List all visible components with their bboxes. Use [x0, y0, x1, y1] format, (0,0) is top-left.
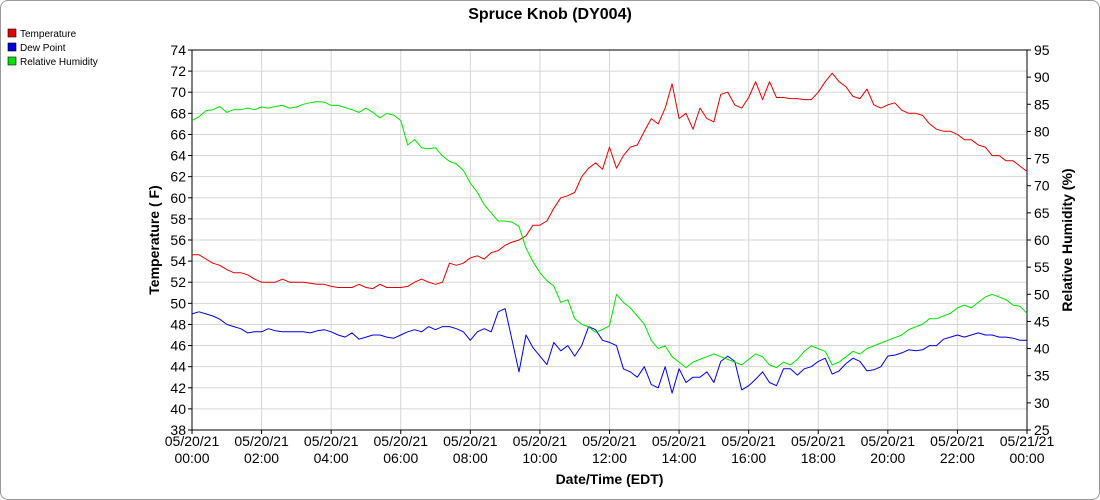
x-tick-date: 05/21/21 [1000, 433, 1055, 449]
y2-tick-label: 30 [1034, 395, 1050, 411]
x-tick-time: 12:00 [592, 450, 627, 466]
y2-tick-label: 70 [1034, 178, 1050, 194]
legend-label-relative-humidity: Relative Humidity [20, 57, 98, 68]
x-tick-date: 05/20/21 [513, 433, 568, 449]
y2-tick-label: 65 [1034, 205, 1050, 221]
y2-tick-label: 40 [1034, 341, 1050, 357]
legend-swatch-relative-humidity [7, 56, 17, 66]
y-tick-label: 72 [170, 63, 186, 79]
y2-tick-label: 85 [1034, 96, 1050, 112]
y-tick-label: 66 [170, 126, 186, 142]
y-tick-label: 70 [170, 84, 186, 100]
y-tick-label: 58 [170, 211, 186, 227]
legend-swatch-temperature [7, 28, 17, 38]
y-axis-title: Temperature ( F) [146, 185, 162, 294]
y-tick-label: 60 [170, 190, 186, 206]
x-axis: 05/20/2100:0005/20/2102:0005/20/2104:000… [165, 430, 1055, 466]
x-tick-date: 05/20/21 [652, 433, 707, 449]
legend-label-temperature: Temperature [20, 29, 77, 40]
series-line-dew-point [191, 308, 1027, 394]
x-tick-time: 14:00 [662, 450, 697, 466]
x-tick-time: 22:00 [940, 450, 975, 466]
y-tick-label: 54 [170, 253, 186, 269]
legend: Temperature Dew Point Relative Humidity [7, 28, 98, 68]
legend-label-dew-point: Dew Point [20, 43, 66, 54]
y-tick-label: 46 [170, 338, 186, 354]
x-tick-time: 08:00 [453, 450, 488, 466]
series-line-temperature [192, 72, 1028, 290]
y2-tick-label: 75 [1034, 151, 1050, 167]
y-tick-label: 62 [170, 169, 186, 185]
x-tick-time: 16:00 [731, 450, 766, 466]
y-tick-label: 44 [170, 359, 186, 375]
y2-tick-label: 25 [1034, 422, 1050, 438]
y2-tick-label: 55 [1034, 259, 1050, 275]
chart-title: Spruce Knob (DY004) [468, 6, 632, 23]
y-axis-right: 25 30 35 40 45 50 55 60 65 70 75 80 85 90 95 [1027, 42, 1050, 438]
series-line-relative-humidity [191, 101, 1028, 369]
x-tick-time: 02:00 [244, 450, 279, 466]
y-tick-label: 68 [170, 105, 186, 121]
x-tick-date: 05/20/21 [234, 433, 289, 449]
x-tick-date: 05/20/21 [443, 433, 498, 449]
y-tick-label: 50 [170, 295, 186, 311]
x-tick-date: 05/20/21 [791, 433, 846, 449]
grid [191, 49, 1028, 431]
y2-axis-title: Relative Humidity (%) [1059, 168, 1075, 311]
x-tick-time: 20:00 [870, 450, 905, 466]
x-tick-date: 05/20/21 [165, 433, 220, 449]
x-tick-time: 10:00 [522, 450, 557, 466]
y2-tick-label: 60 [1034, 232, 1050, 248]
x-tick-date: 05/20/21 [861, 433, 916, 449]
y-tick-label: 52 [170, 274, 186, 290]
x-axis-title: Date/Time (EDT) [556, 471, 664, 487]
x-tick-time: 06:00 [383, 450, 418, 466]
y-tick-label: 40 [170, 401, 186, 417]
y-axis-left: 38 40 42 44 46 48 50 52 54 56 58 60 62 64 66 68 70 72 74 [170, 42, 192, 438]
x-tick-time: 00:00 [174, 450, 209, 466]
y-tick-label: 64 [170, 148, 186, 164]
y-tick-label: 74 [170, 42, 186, 58]
y2-tick-label: 45 [1034, 313, 1050, 329]
y2-tick-label: 50 [1034, 286, 1050, 302]
x-tick-date: 05/20/21 [304, 433, 359, 449]
x-tick-date: 05/20/21 [582, 433, 637, 449]
series-layer [191, 72, 1028, 394]
x-tick-time: 04:00 [314, 450, 349, 466]
x-tick-date: 05/20/21 [721, 433, 776, 449]
x-tick-time: 00:00 [1009, 450, 1044, 466]
y2-tick-label: 35 [1034, 368, 1050, 384]
y2-tick-label: 80 [1034, 123, 1050, 139]
y-tick-label: 48 [170, 316, 186, 332]
y2-tick-label: 90 [1034, 69, 1050, 85]
y-tick-label: 42 [170, 380, 186, 396]
legend-swatch-dew-point [7, 42, 17, 52]
y2-tick-label: 95 [1034, 42, 1050, 58]
x-tick-time: 18:00 [801, 450, 836, 466]
y-tick-label: 56 [170, 232, 186, 248]
y-tick-label: 38 [170, 422, 186, 438]
x-tick-date: 05/20/21 [374, 433, 429, 449]
x-tick-date: 05/20/21 [930, 433, 985, 449]
